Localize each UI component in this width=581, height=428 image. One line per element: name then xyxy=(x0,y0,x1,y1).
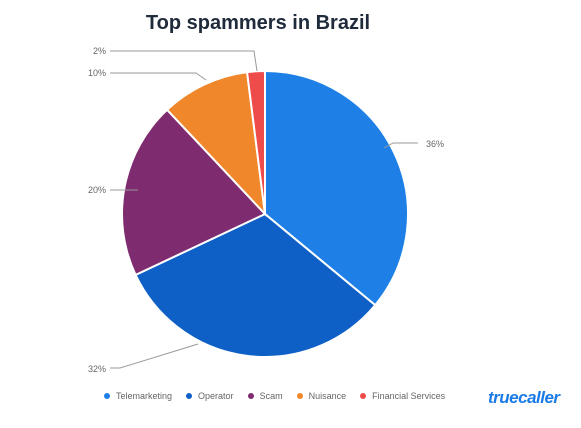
legend-marker xyxy=(360,393,367,399)
pie-slice-scam[interactable] xyxy=(121,108,267,277)
leader-line xyxy=(110,50,258,72)
data-label: 36% xyxy=(426,139,444,149)
legend-label: Operator xyxy=(198,391,234,401)
data-label: 10% xyxy=(88,68,106,78)
legend-item-operator[interactable]: Operator xyxy=(186,391,234,401)
pie-slice-financial-services[interactable] xyxy=(245,69,266,215)
data-label: 32% xyxy=(88,364,106,374)
leader-line xyxy=(110,343,199,369)
chart-legend: Telemarketing Operator Scam Nuisance Fin… xyxy=(104,391,445,401)
data-label: 2% xyxy=(93,46,106,56)
legend-marker xyxy=(186,393,193,399)
pie-slice-telemarketing[interactable] xyxy=(264,69,409,307)
legend-label: Financial Services xyxy=(372,391,446,401)
pie-slice-nuisance[interactable] xyxy=(165,71,267,217)
legend-label: Scam xyxy=(259,391,283,401)
chart-title: Top spammers in Brazil xyxy=(145,12,371,34)
legend-marker xyxy=(296,393,303,399)
pie-slice-operator[interactable] xyxy=(134,212,377,358)
leader-line xyxy=(110,72,207,81)
legend-item-nuisance[interactable]: Nuisance xyxy=(296,391,347,401)
legend-marker xyxy=(247,393,254,399)
legend-marker xyxy=(104,393,110,399)
truecaller-logo: truecaller xyxy=(488,388,560,407)
legend-item-scam[interactable]: Scam xyxy=(247,391,283,401)
leader-line xyxy=(383,142,418,149)
legend-item-financial-services[interactable]: Financial Services xyxy=(360,391,445,401)
legend-label: Telemarketing xyxy=(116,391,173,401)
legend-item-telemarketing[interactable]: Telemarketing xyxy=(104,391,172,401)
data-label: 20% xyxy=(88,185,106,195)
legend-label: Nuisance xyxy=(308,391,347,401)
